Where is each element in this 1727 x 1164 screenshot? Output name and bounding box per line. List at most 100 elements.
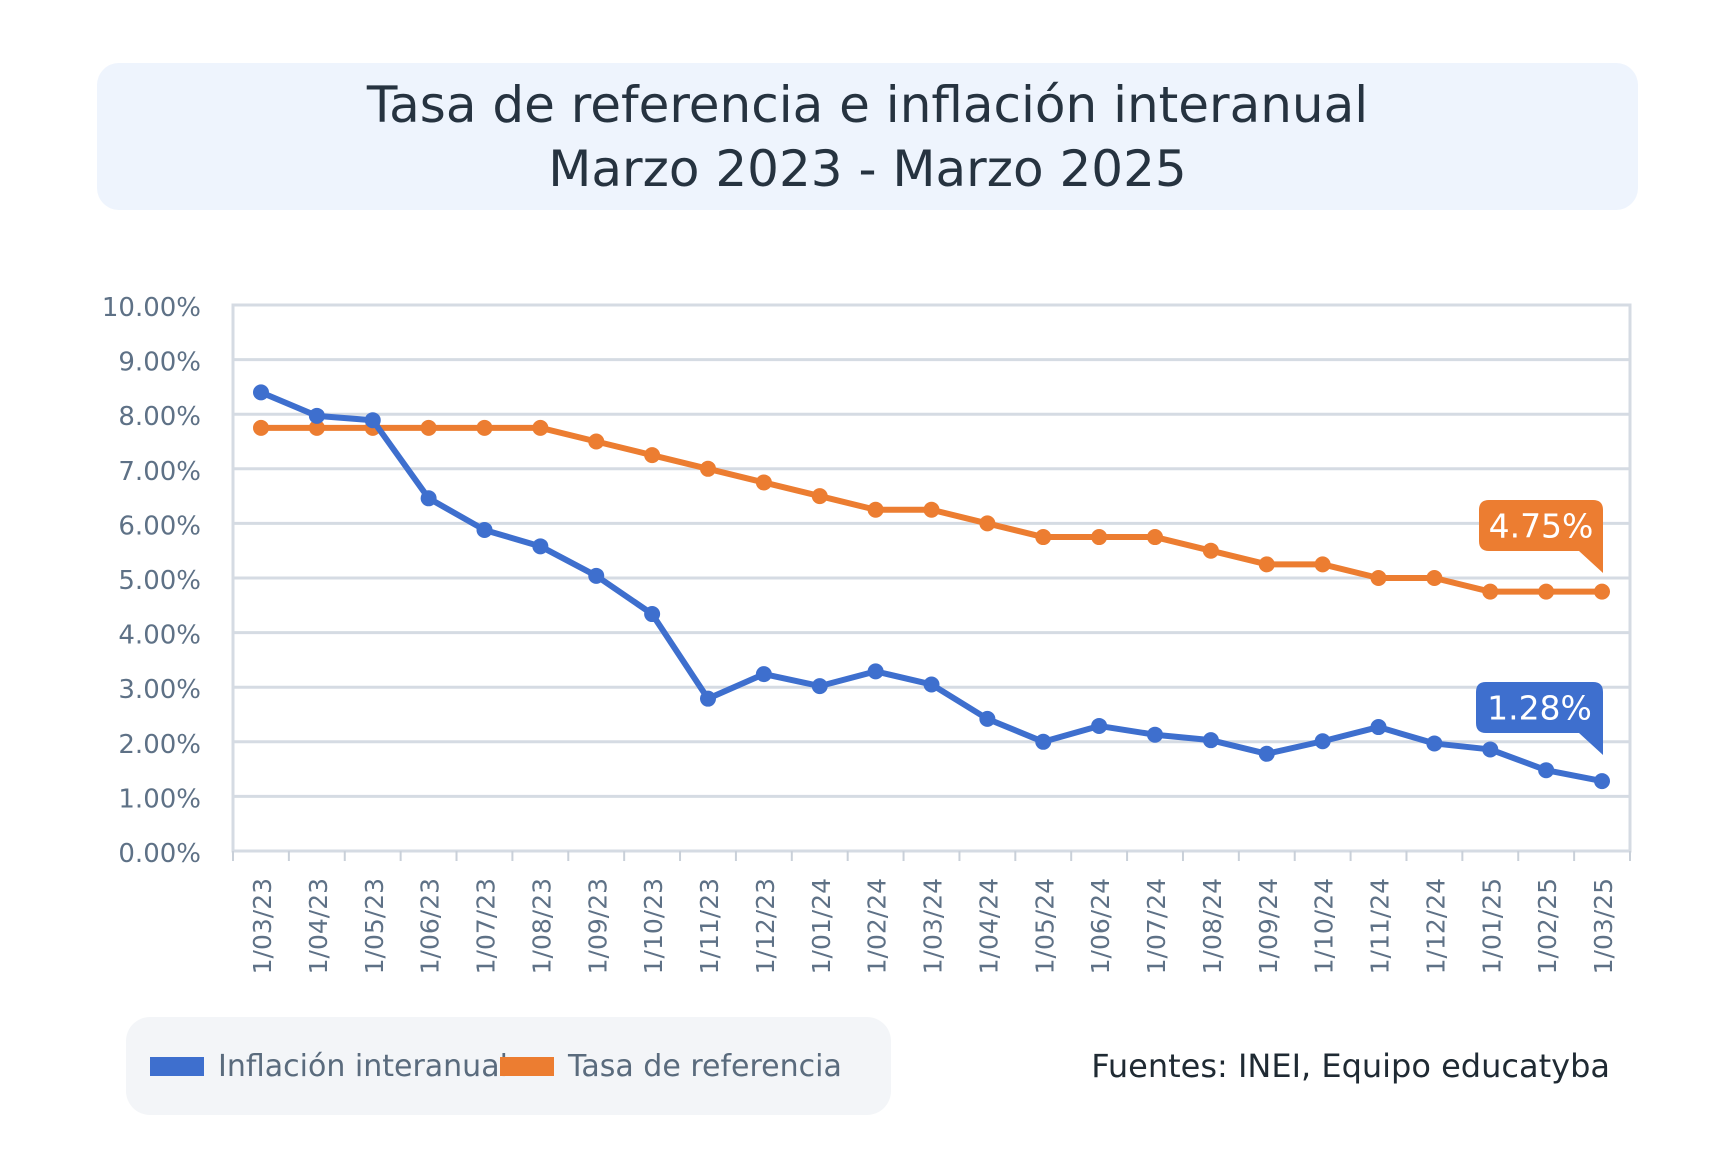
x-tick-label: 1/08/24	[1198, 878, 1227, 974]
data-point-inflacion	[1202, 732, 1219, 749]
x-tick-label: 1/03/23	[248, 878, 277, 974]
data-point-tasa	[1258, 556, 1275, 573]
legend-label-inflacion: Inflación interanual	[218, 1048, 508, 1084]
x-tick-label: 1/05/23	[360, 878, 389, 974]
y-tick-label: 9.00%	[118, 348, 201, 378]
x-tick-label: 1/07/24	[1142, 878, 1171, 974]
data-point-inflacion	[700, 690, 716, 707]
x-tick-label: 1/10/23	[639, 878, 668, 974]
x-tick-label: 1/12/23	[751, 878, 780, 974]
x-tick-label: 1/01/25	[1477, 878, 1506, 974]
data-point-tasa	[476, 419, 493, 436]
data-point-tasa	[1091, 529, 1108, 546]
data-point-tasa	[755, 474, 772, 491]
legend-swatch-inflacion	[150, 1056, 204, 1076]
data-point-tasa	[923, 501, 940, 518]
y-tick-label: 1.00%	[118, 784, 201, 814]
data-point-inflacion	[1594, 773, 1610, 790]
data-point-inflacion	[1147, 726, 1163, 743]
y-tick-label: 3.00%	[118, 675, 201, 705]
x-tick-label: 1/04/24	[974, 878, 1003, 974]
callout-tasa-bubble	[1479, 500, 1603, 573]
data-point-inflacion	[364, 412, 381, 429]
y-tick-label: 10.00%	[102, 293, 201, 323]
x-tick-label: 1/04/23	[304, 878, 333, 974]
data-point-inflacion	[253, 384, 269, 401]
data-point-tasa	[308, 419, 325, 436]
x-tick-label: 1/02/25	[1533, 878, 1562, 974]
data-point-inflacion	[1314, 733, 1331, 750]
data-point-tasa	[1426, 570, 1443, 586]
data-point-inflacion	[308, 407, 325, 424]
legend: Inflación interanual Tasa de referencia	[126, 1017, 891, 1115]
legend-item-tasa: Tasa de referencia	[500, 1017, 842, 1115]
data-point-inflacion	[811, 678, 828, 695]
data-point-tasa	[420, 419, 437, 436]
x-tick-label: 1/09/23	[583, 878, 612, 974]
data-point-tasa	[532, 419, 549, 436]
x-tick-label: 1/08/23	[527, 878, 556, 974]
data-point-inflacion	[1370, 719, 1387, 736]
x-tick-label: 1/05/24	[1030, 878, 1059, 974]
y-tick-label: 7.00%	[118, 457, 201, 487]
x-tick-label: 1/11/24	[1366, 878, 1395, 974]
x-tick-label: 1/09/24	[1254, 878, 1283, 974]
data-point-inflacion	[588, 567, 605, 584]
y-tick-label: 4.00%	[118, 621, 201, 651]
chart-title-box: Tasa de referencia e inflación interanua…	[97, 63, 1638, 210]
data-point-inflacion	[1482, 741, 1499, 758]
x-tick-label: 1/02/24	[863, 878, 892, 974]
x-tick-label: 1/03/24	[919, 878, 948, 974]
data-point-tasa	[1482, 583, 1499, 600]
x-tick-label: 1/10/24	[1310, 878, 1339, 974]
data-point-tasa	[1202, 542, 1219, 559]
data-point-inflacion	[476, 521, 493, 538]
data-point-inflacion	[923, 676, 940, 693]
data-point-inflacion	[867, 663, 884, 680]
callout-tasa-label: 4.75%	[1489, 507, 1594, 546]
legend-item-inflacion: Inflación interanual	[150, 1017, 508, 1115]
data-point-tasa	[700, 460, 716, 477]
callout-inflacion-label: 1.28%	[1487, 689, 1592, 728]
data-point-tasa	[1370, 570, 1387, 586]
y-tick-label: 5.00%	[118, 566, 201, 596]
x-tick-label: 1/11/23	[695, 878, 724, 974]
data-point-tasa	[588, 433, 605, 450]
data-point-tasa	[1538, 583, 1555, 600]
callout-inflacion-bubble	[1476, 682, 1603, 755]
y-tick-label: 0.00%	[118, 839, 201, 869]
data-point-inflacion	[1258, 745, 1275, 762]
data-point-inflacion	[755, 666, 772, 683]
data-point-tasa	[253, 419, 269, 436]
data-point-tasa	[811, 488, 828, 505]
data-point-tasa	[867, 501, 884, 518]
data-point-tasa	[979, 515, 996, 532]
data-point-tasa	[1035, 529, 1052, 546]
callout-tasa: 4.75%	[1479, 500, 1603, 573]
data-point-inflacion	[644, 606, 661, 623]
data-point-inflacion	[1538, 762, 1555, 779]
data-point-inflacion	[532, 538, 549, 555]
chart-subtitle: Marzo 2023 - Marzo 2025	[548, 139, 1187, 198]
x-tick-label: 1/03/25	[1589, 878, 1618, 974]
legend-label-tasa: Tasa de referencia	[568, 1048, 842, 1084]
data-point-tasa	[1594, 583, 1610, 600]
y-tick-label: 2.00%	[118, 730, 201, 760]
x-tick-label: 1/01/24	[807, 878, 836, 974]
data-point-tasa	[1147, 529, 1163, 546]
data-point-tasa	[1314, 556, 1331, 573]
data-point-inflacion	[1426, 735, 1443, 752]
chart-title: Tasa de referencia e inflación interanua…	[366, 75, 1369, 134]
series-line-inflacion	[258, 389, 1605, 785]
data-point-inflacion	[979, 710, 996, 727]
data-point-inflacion	[1035, 733, 1052, 750]
x-tick-label: 1/12/24	[1421, 878, 1450, 974]
x-tick-label: 1/07/23	[472, 878, 501, 974]
x-tick-label: 1/06/23	[416, 878, 445, 974]
data-point-inflacion	[420, 490, 437, 507]
y-tick-label: 8.00%	[118, 402, 201, 432]
data-point-inflacion	[1091, 717, 1108, 734]
y-tick-label: 6.00%	[118, 511, 201, 541]
legend-swatch-tasa	[500, 1056, 554, 1076]
